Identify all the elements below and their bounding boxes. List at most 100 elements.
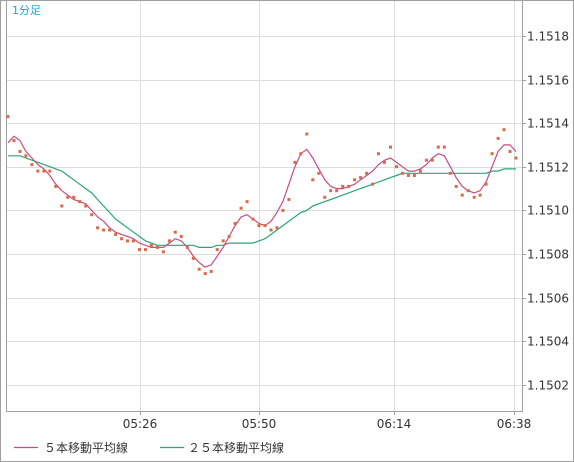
price-point [496, 136, 500, 140]
price-point [72, 195, 76, 199]
price-point [155, 245, 159, 249]
price-point [353, 178, 357, 182]
price-point [412, 174, 416, 177]
price-point [293, 160, 297, 164]
price-point [275, 226, 279, 230]
price-point [502, 128, 506, 132]
price-point [42, 169, 46, 173]
price-point [514, 156, 518, 160]
price-point [269, 228, 273, 232]
price-point [54, 184, 58, 188]
price-point [114, 232, 118, 236]
price-point [239, 206, 243, 210]
y-tick-label: 1.1516 [527, 74, 569, 88]
price-point [30, 163, 34, 167]
price-point [185, 245, 189, 249]
y-tick-label: 1.1514 [527, 117, 569, 131]
x-tick-label: 05:26 [123, 417, 158, 431]
price-point [472, 195, 476, 199]
price-point [84, 204, 88, 208]
price-point [287, 198, 291, 201]
price-point [490, 152, 494, 156]
price-point [18, 150, 22, 153]
y-axis: 1.1502 1.1504 1.1506 1.1508 1.1510 1.1512 1.15… [522, 30, 569, 393]
price-point [215, 248, 219, 252]
price-point [221, 239, 225, 243]
legend-label-ma25: ２５本移動平均線 [188, 440, 284, 455]
price-point [448, 171, 452, 175]
grid [7, 1, 522, 411]
price-point [478, 193, 482, 197]
x-axis: 05:26 05:50 06:14 06:38 [123, 411, 532, 431]
y-tick-label: 1.1508 [527, 248, 569, 262]
price-point [197, 267, 201, 271]
price-point [299, 152, 303, 156]
price-point [66, 195, 70, 199]
price-point [377, 152, 380, 156]
price-point [149, 243, 153, 247]
price-point [508, 150, 512, 153]
price-point [78, 200, 82, 204]
price-point [484, 182, 488, 186]
price-point [305, 132, 309, 136]
y-tick-label: 1.1512 [527, 161, 569, 175]
price-point [90, 213, 94, 217]
price-point [389, 145, 392, 149]
price-point [161, 250, 165, 254]
price-point [442, 145, 446, 149]
y-tick-label: 1.1506 [527, 292, 569, 306]
x-tick-label: 06:14 [377, 417, 412, 431]
price-point [263, 224, 267, 228]
price-point [395, 165, 398, 169]
price-point [203, 272, 207, 276]
price-point [6, 115, 10, 119]
price-point [347, 184, 351, 188]
price-point [144, 248, 147, 252]
price-point [371, 182, 375, 186]
price-point [167, 239, 171, 243]
price-point [108, 228, 112, 232]
legend-label-ma5: ５本移動平均線 [44, 440, 128, 455]
price-point [138, 248, 141, 252]
price-point [233, 221, 237, 225]
y-tick-label: 1.1502 [527, 379, 569, 393]
plot-area-border [6, 0, 523, 412]
price-point [102, 228, 106, 232]
price-point [36, 169, 40, 173]
x-tick-label: 06:38 [497, 417, 532, 431]
price-point [383, 160, 386, 164]
price-point [120, 237, 124, 241]
price-point [132, 239, 135, 243]
price-point [341, 184, 345, 188]
timeframe-label: 1分足 [12, 4, 41, 17]
price-point [209, 269, 213, 273]
price-point [424, 158, 428, 162]
price-point [245, 200, 249, 204]
price-point [329, 189, 333, 193]
price-point [454, 184, 458, 188]
price-point [466, 189, 470, 193]
price-point [418, 169, 422, 173]
price-point [430, 158, 434, 162]
price-point [126, 239, 129, 243]
price-point [400, 171, 404, 175]
price-point [60, 204, 64, 208]
price-point [24, 154, 28, 158]
price-point [227, 235, 231, 238]
price-point [179, 235, 183, 238]
price-point [191, 256, 195, 260]
price-point [311, 178, 315, 182]
price-point [317, 171, 321, 175]
price-point [281, 208, 285, 212]
price-points [6, 115, 518, 276]
price-point [48, 169, 52, 173]
price-point [359, 176, 363, 180]
ma25-line [8, 155, 516, 248]
y-tick-label: 1.1504 [527, 335, 569, 349]
price-point [335, 189, 339, 193]
legend: ５本移動平均線 ２５本移動平均線 [14, 440, 284, 455]
y-tick-label: 1.1518 [527, 30, 569, 44]
price-point [251, 217, 255, 221]
